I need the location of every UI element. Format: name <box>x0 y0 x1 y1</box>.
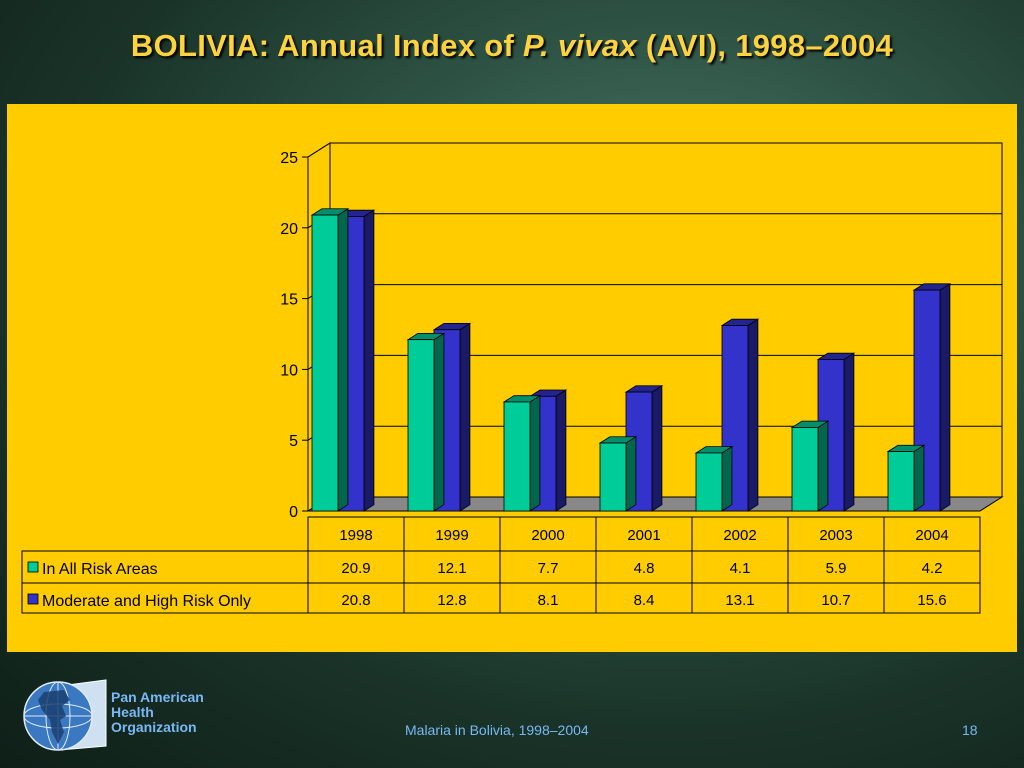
bar-side <box>555 389 567 512</box>
bar-chart: 0 5 10 15 20 25 1998 1999 2000 2001 2002 2003 2004 In… <box>21 142 1004 614</box>
data-label: 5.9 <box>826 560 847 577</box>
bar-side <box>843 352 855 512</box>
x-tick-label: 2003 <box>819 527 852 544</box>
x-tick-label: 2002 <box>723 527 756 544</box>
footer-text: Malaria in Bolivia, 1998–2004 <box>405 722 589 738</box>
bar-all-risk <box>502 394 542 512</box>
bar-front <box>791 427 819 512</box>
table-header-row <box>307 516 981 552</box>
bar-moderate-high <box>912 283 952 512</box>
chart-panel: 0 5 10 15 20 25 1998 1999 2000 2001 2002 2003 2004 In… <box>7 104 1017 652</box>
data-label: 8.1 <box>538 592 559 609</box>
bar-all-risk <box>598 436 638 512</box>
data-label: 15.6 <box>917 592 946 609</box>
bar-all-risk <box>886 444 926 512</box>
data-label: 12.8 <box>437 592 466 609</box>
bar-side <box>817 420 829 512</box>
bar-side <box>913 444 925 512</box>
bar-side <box>433 332 445 512</box>
slide-title: BOLIVIA: Annual Index of P. vivax (AVI),… <box>0 28 1024 64</box>
bar-front <box>695 452 723 512</box>
x-tick-label: 1998 <box>339 527 372 544</box>
bar-all-risk <box>406 332 446 512</box>
y-tick-label: 5 <box>289 433 298 450</box>
data-table: 1998 1999 2000 2001 2002 2003 2004 In All Risk … <box>21 516 981 614</box>
organization-name: Pan American Health Organization <box>111 690 204 735</box>
y-tick-label: 10 <box>280 362 298 379</box>
bar-side <box>529 394 541 512</box>
bar-side <box>747 318 759 512</box>
title-suffix: (AVI), 1998–2004 <box>636 28 894 63</box>
bar-front <box>599 442 627 512</box>
bar-side <box>651 385 663 512</box>
bar-side <box>625 436 637 512</box>
x-tick-label: 1999 <box>435 527 468 544</box>
org-line2: Health <box>111 704 154 720</box>
bar-moderate-high <box>720 318 760 512</box>
y-tick-label: 20 <box>280 221 298 238</box>
y-tick-label: 15 <box>280 292 298 309</box>
data-label: 13.1 <box>725 592 754 609</box>
data-label: 10.7 <box>821 592 850 609</box>
legend-swatch <box>27 561 39 573</box>
bar-side <box>459 322 471 512</box>
org-line1: Pan American <box>111 689 204 705</box>
legend-label: Moderate and High Risk Only <box>42 593 251 610</box>
legend-swatch <box>27 593 39 605</box>
y-tick-label: 0 <box>289 504 298 521</box>
bar-side <box>363 209 375 512</box>
bar-all-risk <box>790 420 830 512</box>
bar-front <box>311 214 339 512</box>
title-prefix: BOLIVIA: Annual Index of <box>130 28 524 63</box>
gridline-side <box>307 142 331 158</box>
org-line3: Organization <box>111 719 197 735</box>
data-label: 20.9 <box>341 560 370 577</box>
page-number: 18 <box>962 722 978 738</box>
bar-front <box>407 339 435 512</box>
paho-globe-logo <box>23 679 107 751</box>
data-label: 4.8 <box>634 560 655 577</box>
x-tick-label: 2004 <box>915 527 948 544</box>
legend-label: In All Risk Areas <box>42 561 158 578</box>
table-body <box>21 550 981 614</box>
bar-side <box>939 283 951 512</box>
data-label: 8.4 <box>634 592 655 609</box>
bar-all-risk <box>694 445 734 512</box>
bar-all-risk <box>310 208 350 512</box>
data-label: 12.1 <box>437 560 466 577</box>
data-label: 7.7 <box>538 560 559 577</box>
bar-front <box>503 401 531 512</box>
bar-side <box>721 445 733 512</box>
bar-side <box>337 208 349 512</box>
bar-front <box>887 451 915 512</box>
y-tick-label: 25 <box>280 150 298 167</box>
title-italic: P. vivax <box>523 28 637 63</box>
bar-moderate-high <box>816 352 856 512</box>
x-tick-label: 2001 <box>627 527 660 544</box>
data-label: 20.8 <box>341 592 370 609</box>
data-label: 4.2 <box>922 560 943 577</box>
x-tick-label: 2000 <box>531 527 564 544</box>
data-label: 4.1 <box>730 560 751 577</box>
